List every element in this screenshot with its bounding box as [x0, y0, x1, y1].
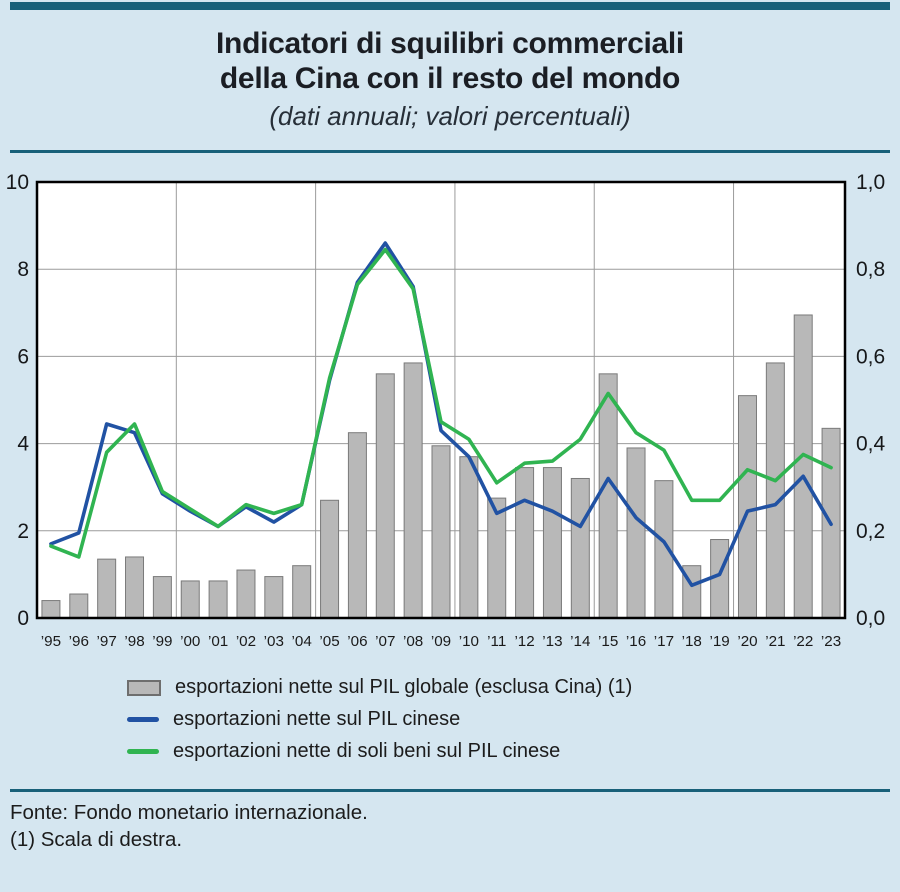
page-title-line1: Indicatori di squilibri commerciali — [216, 27, 684, 60]
x-axis-tick-label: ’06 — [347, 633, 367, 650]
bar — [208, 580, 228, 619]
x-axis-tick-label: ’11 — [487, 633, 506, 650]
x-axis-tick-label: ’98 — [124, 633, 144, 650]
bar — [292, 565, 312, 619]
x-axis-tick-label: ’99 — [152, 633, 172, 650]
blue-line-swatch-icon — [127, 717, 159, 722]
legend-item-green-line: esportazioni nette di soli beni sul PIL … — [127, 740, 632, 763]
x-axis-tick-label: ’00 — [180, 633, 200, 650]
gridlines — [37, 182, 845, 618]
source-note: Fonte: Fondo monetario internazionale. — [10, 801, 368, 824]
y-axis-labels: 0 0,0 2 0,2 4 0,4 6 0,6 8 0,8 10 1,0 — [6, 171, 886, 630]
plot-border — [35, 180, 847, 620]
x-axis-tick-label: ’13 — [542, 633, 562, 650]
legend-item-blue-line: esportazioni nette sul PIL cinese — [127, 708, 632, 731]
left-axis-tick-label: 8 — [17, 258, 29, 281]
x-axis-tick-label: ’23 — [821, 633, 841, 650]
footnote-scale: (1) Scala di destra. — [10, 828, 183, 851]
bar — [97, 558, 117, 619]
combo-chart: 0 0,0 2 0,2 4 0,4 6 0,6 8 0,8 10 1,0 ’95 ’96 ’97 ’98 ’99… — [6, 171, 886, 650]
bar — [236, 569, 256, 619]
line-series-goods-net-exports-china-gdp — [49, 247, 833, 559]
x-axis-tick-label: ’96 — [69, 633, 89, 650]
x-axis-tick-label: ’02 — [236, 633, 256, 650]
bar — [264, 576, 284, 619]
bar — [737, 395, 757, 619]
bar — [180, 580, 200, 619]
x-axis-tick-label: ’14 — [570, 633, 590, 650]
line-series-net-exports-china-gdp — [49, 241, 833, 588]
x-axis-tick-label: ’22 — [793, 633, 813, 650]
green-line-swatch-icon — [127, 749, 159, 754]
bar — [515, 467, 535, 619]
chart-legend: esportazioni nette sul PIL globale (escl… — [127, 676, 632, 763]
x-axis-tick-label: ’07 — [375, 633, 395, 650]
left-axis-tick-label: 0 — [17, 607, 29, 630]
x-axis-tick-label: ’16 — [626, 633, 646, 650]
bar — [403, 362, 423, 619]
right-axis-tick-label: 0,0 — [856, 607, 885, 630]
footer: Fonte: Fondo monetario internazionale. (… — [10, 799, 368, 853]
right-axis-tick-label: 0,6 — [856, 345, 885, 368]
top-accent-bar — [10, 2, 890, 10]
page-subtitle: (dati annuali; valori percentuali) — [269, 101, 631, 131]
left-axis-tick-label: 10 — [6, 171, 29, 194]
header-divider — [10, 150, 890, 153]
right-axis-tick-label: 1,0 — [856, 171, 885, 194]
bar — [598, 373, 618, 619]
bar — [347, 432, 367, 619]
x-axis-tick-label: ’20 — [737, 633, 757, 650]
bar — [459, 456, 479, 619]
bar — [542, 467, 562, 619]
x-axis-tick-label: ’03 — [264, 633, 284, 650]
legend-label-green-line: esportazioni nette di soli beni sul PIL … — [173, 740, 561, 762]
legend-label-bars: esportazioni nette sul PIL globale (escl… — [175, 676, 633, 698]
legend-label-blue-line: esportazioni nette sul PIL cinese — [173, 708, 461, 730]
bar — [375, 373, 395, 619]
x-axis-tick-label: ’05 — [319, 633, 339, 650]
footer-divider — [10, 789, 890, 792]
bar — [431, 445, 451, 619]
x-axis-tick-label: ’01 — [208, 633, 228, 650]
x-axis-tick-label: ’10 — [459, 633, 479, 650]
x-axis-tick-label: ’97 — [97, 633, 117, 650]
bar-series-swatch-icon — [127, 679, 161, 696]
x-axis-tick-label: ’09 — [431, 633, 451, 650]
bar — [125, 556, 145, 619]
x-axis-labels: ’95 ’96 ’97 ’98 ’99 ’00 ’01 ’02 ’03 ’04 ’05 ’06 ’07 ’… — [41, 633, 841, 650]
bar — [570, 477, 590, 619]
bar — [793, 314, 813, 619]
left-axis-tick-label: 4 — [17, 433, 29, 456]
x-axis-tick-label: ’17 — [654, 633, 674, 650]
right-axis-tick-label: 0,2 — [856, 520, 885, 543]
bar — [152, 576, 172, 619]
bar — [320, 499, 340, 619]
bar — [626, 447, 646, 619]
x-axis-tick-label: ’18 — [682, 633, 702, 650]
legend-item-bars: esportazioni nette sul PIL globale (escl… — [127, 676, 632, 699]
left-axis-tick-label: 2 — [17, 520, 29, 543]
right-axis-tick-label: 0,8 — [856, 258, 885, 281]
x-axis-tick-label: ’19 — [709, 633, 729, 650]
right-axis-tick-label: 0,4 — [856, 433, 886, 456]
left-axis-tick-label: 6 — [17, 345, 29, 368]
page-title: Indicatori di squilibri commerciali dell… — [0, 26, 900, 96]
x-axis-tick-label: ’12 — [514, 633, 534, 650]
bar — [41, 600, 61, 619]
bar-series-net-exports-global-gdp — [41, 314, 841, 619]
page-title-line2: della Cina con il resto del mondo — [219, 62, 681, 95]
bar — [69, 593, 89, 619]
x-axis-tick-label: ’04 — [292, 633, 312, 650]
bar — [765, 362, 785, 619]
bar — [487, 497, 507, 619]
x-axis-tick-label: ’08 — [403, 633, 423, 650]
x-axis-tick-label: ’21 — [765, 633, 785, 650]
x-axis-tick-label: ’15 — [598, 633, 618, 650]
x-axis-tick-label: ’95 — [41, 633, 61, 650]
